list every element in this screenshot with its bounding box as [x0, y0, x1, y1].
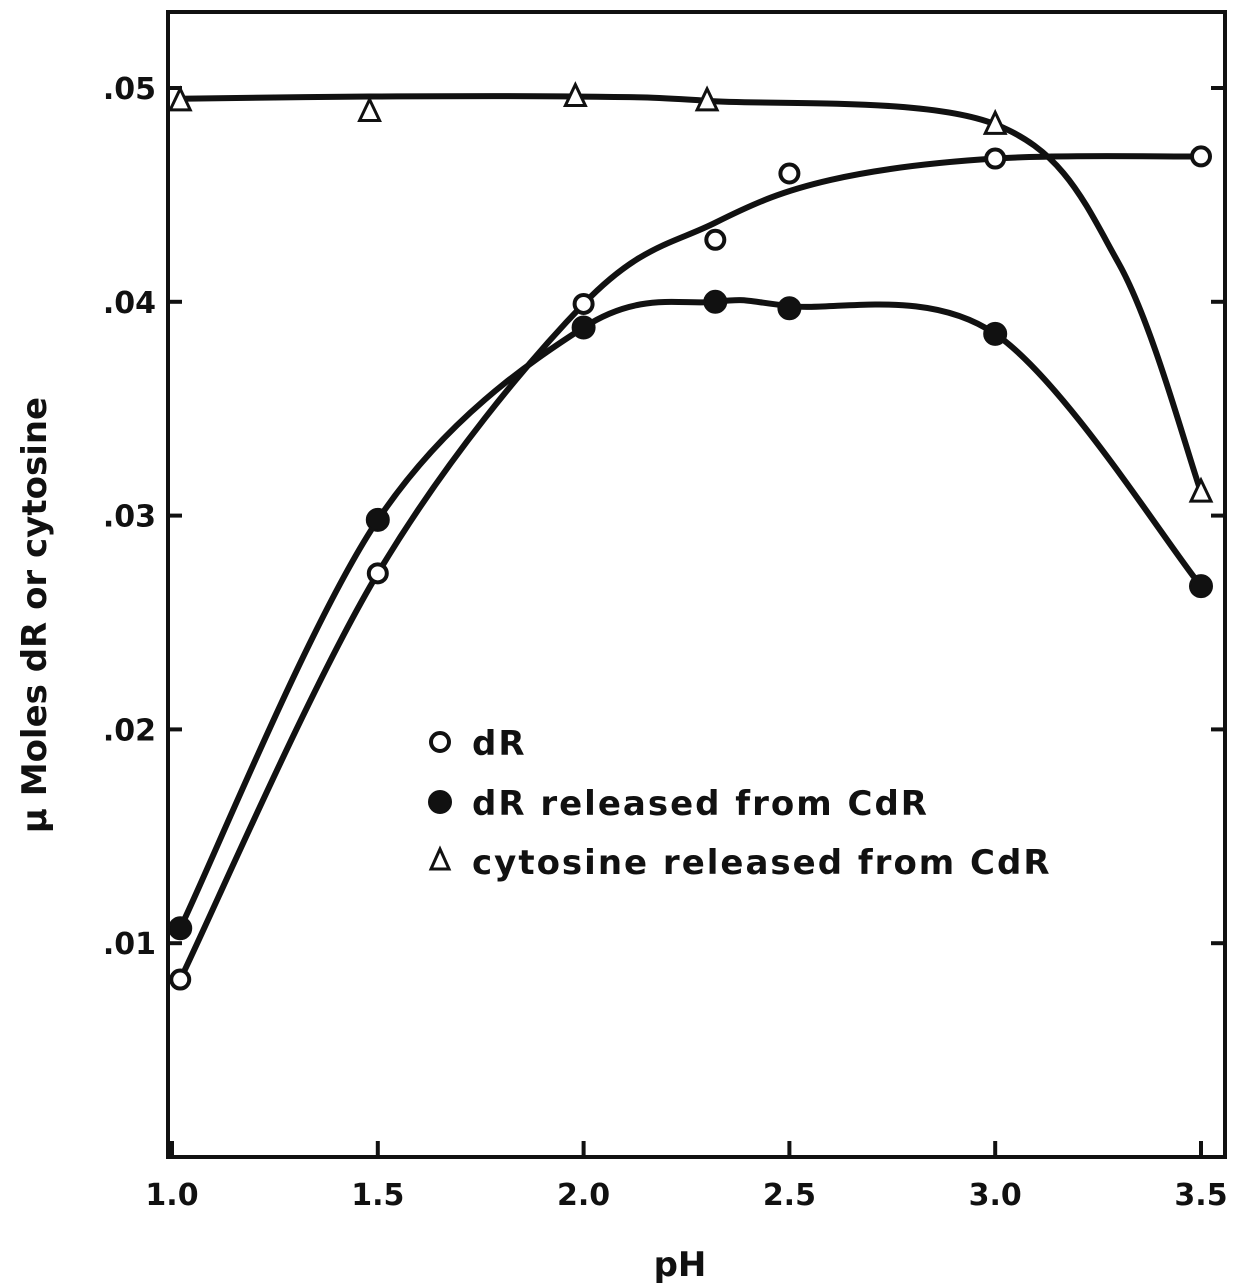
data-point-dr-released [983, 321, 1008, 346]
data-point-cytosine-released [357, 96, 382, 123]
data-point-dr [1190, 145, 1212, 168]
data-point-dr [984, 147, 1007, 170]
legend-item-dr-released: dR released from CdR [428, 784, 929, 824]
legend: dR dR released from CdR cytosine release… [428, 724, 1052, 883]
x-axis-title: pH [654, 1245, 707, 1285]
data-point-dr [704, 228, 727, 251]
data-point-cytosine-released [562, 81, 588, 108]
legend-item-dr: dR [429, 724, 527, 764]
data-point-dr [572, 292, 595, 315]
series-line-2 [177, 93, 1204, 496]
x-tick-label: 3.5 [1174, 1178, 1227, 1213]
data-point-cytosine-released [1188, 476, 1214, 503]
data-point-cytosine-released [167, 85, 193, 112]
y-tick-label: .03 [103, 500, 156, 535]
x-tick-label: 2.0 [557, 1178, 610, 1213]
y-axis-title: μ Moles dR or cytosine [15, 397, 55, 833]
x-axis-ticks: 1.0 1.5 2.0 2.5 3.0 3.5 [145, 1141, 1228, 1213]
legend-item-cytosine-released: cytosine released from CdR [428, 843, 1052, 883]
data-point-dr-released [703, 289, 728, 314]
y-tick-label: .04 [103, 286, 156, 321]
legend-label-cytosine-released: cytosine released from CdR [472, 843, 1052, 883]
plot-area-frame [166, 10, 1227, 1159]
y-axis-ticks: .01 .02 .03 .04 .05 [103, 72, 1225, 962]
data-point-dr-released [365, 507, 390, 532]
y-tick-label: .01 [103, 927, 156, 962]
data-point-dr-released [1189, 574, 1213, 599]
y-tick-label: .05 [103, 72, 156, 107]
x-tick-label: 1.5 [351, 1178, 404, 1213]
series-markers [167, 81, 1214, 991]
x-tick-label: 2.5 [763, 1178, 816, 1213]
series-line-1 [177, 297, 1204, 932]
legend-marker-filled-circle [428, 790, 452, 814]
x-tick-label: 1.0 [145, 1178, 198, 1213]
data-point-dr [366, 562, 389, 585]
legend-marker-open-circle [429, 731, 451, 753]
legend-label-dr-released: dR released from CdR [472, 784, 929, 824]
data-point-cytosine-released [982, 108, 1008, 135]
data-point-dr-released [168, 916, 193, 941]
legend-marker-open-triangle [428, 845, 452, 871]
y-tick-label: .02 [103, 713, 156, 748]
legend-label-dr: dR [472, 724, 527, 764]
data-point-dr [169, 968, 192, 991]
data-point-cytosine-released [694, 85, 720, 112]
data-point-dr-released [571, 315, 596, 340]
data-point-dr-released [777, 296, 802, 321]
data-point-dr [778, 162, 801, 185]
x-tick-label: 3.0 [969, 1178, 1022, 1213]
